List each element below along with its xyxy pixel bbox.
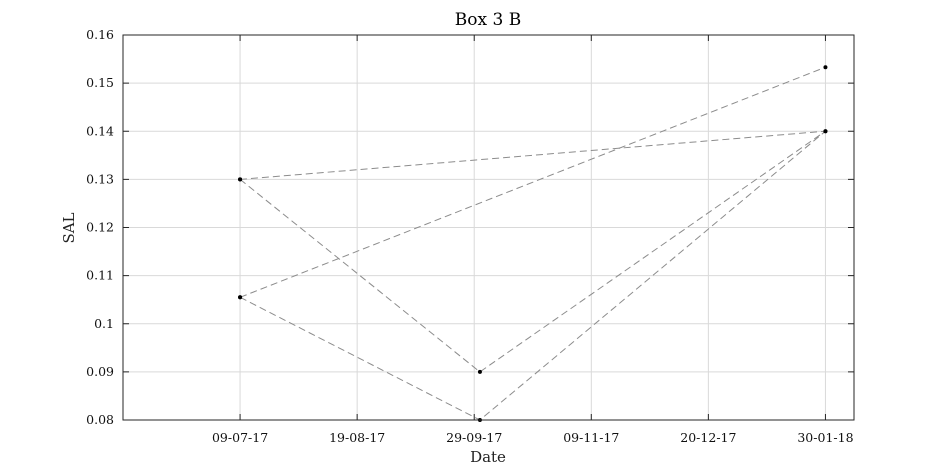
x-tick-label: 09-07-17 [212, 430, 268, 445]
y-tick-labels: 0.08 0.09 0.1 0.11 0.12 0.13 0.14 0.15 0.16 [86, 27, 114, 427]
data-point [477, 369, 482, 374]
x-tick-label: 20-12-17 [680, 430, 736, 445]
x-tick-label: 19-08-17 [329, 430, 385, 445]
data-point [238, 295, 243, 300]
y-axis-label: SAL [60, 212, 78, 243]
data-point [823, 65, 828, 70]
data-point [238, 177, 243, 182]
y-tick-label: 0.16 [86, 27, 114, 42]
y-tick-label: 0.13 [86, 171, 114, 186]
data-point [823, 129, 828, 134]
x-axis-label: Date [470, 448, 506, 466]
y-tick-label: 0.1 [94, 316, 114, 331]
x-tick-label: 30-01-18 [797, 430, 853, 445]
x-tick-label: 29-09-17 [446, 430, 502, 445]
x-tick-label: 09-11-17 [563, 430, 619, 445]
y-tick-label: 0.09 [86, 364, 114, 379]
y-tick-label: 0.15 [86, 75, 114, 90]
y-tick-label: 0.14 [86, 123, 114, 138]
x-tick-labels: 09-07-17 19-08-17 29-09-17 09-11-17 20-12-17… [212, 430, 854, 445]
y-tick-label: 0.12 [86, 220, 114, 235]
series-line-3 [239, 66, 826, 298]
axis-ticks [123, 34, 854, 421]
series-line-1 [239, 130, 828, 373]
y-tick-label: 0.11 [86, 268, 114, 283]
y-tick-label: 0.08 [86, 412, 114, 427]
chart-title: Box 3 B [455, 10, 521, 30]
